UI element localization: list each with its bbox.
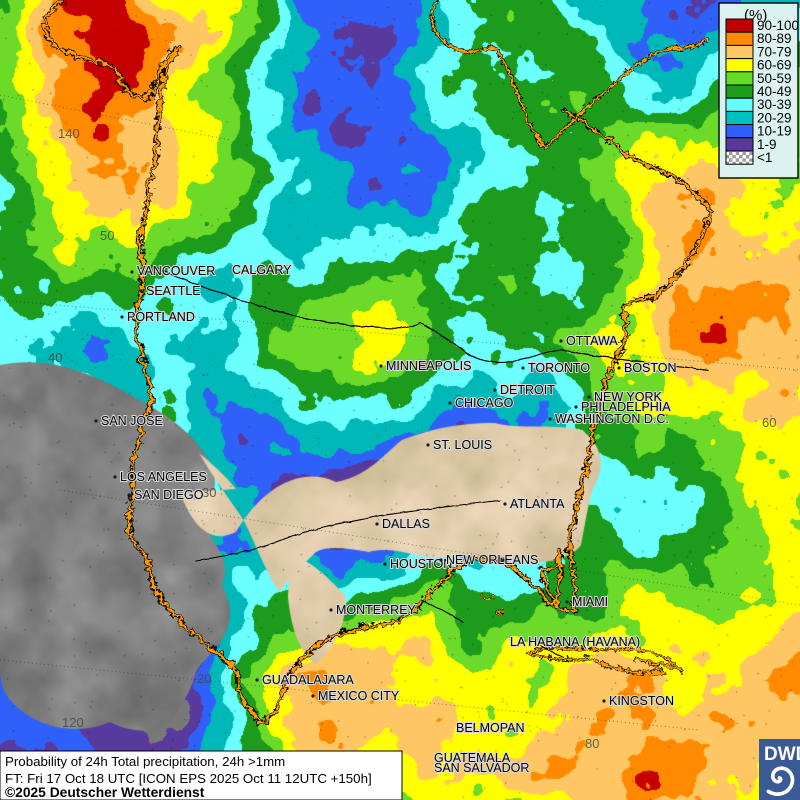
svg-text:60: 60: [762, 415, 776, 430]
svg-text:80: 80: [585, 736, 599, 751]
svg-text:<1: <1: [757, 150, 772, 165]
svg-text:DETROIT: DETROIT: [500, 383, 555, 397]
svg-text:MINNEAPOLIS: MINNEAPOLIS: [386, 359, 471, 373]
svg-text:BELMOPAN: BELMOPAN: [456, 721, 525, 735]
svg-text:30: 30: [202, 485, 216, 500]
svg-text:SEATTLE: SEATTLE: [146, 284, 201, 298]
svg-text:HOUSTON: HOUSTON: [390, 557, 452, 571]
svg-text:MIAMI: MIAMI: [572, 595, 608, 609]
svg-text:DALLAS: DALLAS: [382, 517, 430, 531]
svg-text:140: 140: [58, 126, 80, 141]
svg-text:ST. LOUIS: ST. LOUIS: [433, 438, 492, 452]
svg-text:GUADALAJARA: GUADALAJARA: [262, 673, 354, 687]
svg-text:DWD: DWD: [764, 744, 800, 765]
svg-text:©2025 Deutscher Wetterdienst: ©2025 Deutscher Wetterdienst: [5, 785, 205, 800]
svg-text:CALGARY: CALGARY: [232, 263, 292, 277]
svg-text:Probability of 24h Total preci: Probability of 24h Total precipitation, …: [5, 754, 285, 769]
svg-text:50: 50: [100, 228, 114, 243]
svg-text:BOSTON: BOSTON: [624, 361, 677, 375]
svg-text:PORTLAND: PORTLAND: [127, 310, 195, 324]
svg-text:LA HABANA (HAVANA): LA HABANA (HAVANA): [510, 635, 640, 649]
svg-text:FT: Fri 17 Oct 18 UTC [ICON EP: FT: Fri 17 Oct 18 UTC [ICON EPS 2025 Oct…: [5, 771, 372, 786]
svg-text:TORONTO: TORONTO: [528, 361, 590, 375]
svg-text:20: 20: [197, 671, 211, 686]
svg-text:MONTERREY: MONTERREY: [336, 603, 417, 617]
svg-text:NEW ORLEANS: NEW ORLEANS: [446, 553, 538, 567]
svg-text:VANCOUVER: VANCOUVER: [137, 264, 215, 278]
svg-text:KINGSTON: KINGSTON: [609, 694, 674, 708]
svg-text:MEXICO CITY: MEXICO CITY: [318, 689, 400, 703]
svg-text:ATLANTA: ATLANTA: [510, 497, 565, 511]
svg-text:WASHINGTON D.C.: WASHINGTON D.C.: [555, 412, 669, 426]
svg-text:OTTAWA: OTTAWA: [566, 334, 618, 348]
svg-text:120: 120: [62, 715, 84, 730]
svg-text:SAN SALVADOR: SAN SALVADOR: [434, 761, 529, 775]
svg-text:SAN JOSE: SAN JOSE: [101, 414, 163, 428]
svg-text:SAN DIEGO: SAN DIEGO: [134, 488, 204, 502]
svg-text:LOS ANGELES: LOS ANGELES: [120, 470, 207, 484]
svg-text:40: 40: [48, 350, 62, 365]
svg-text:CHICAGO: CHICAGO: [455, 396, 514, 410]
